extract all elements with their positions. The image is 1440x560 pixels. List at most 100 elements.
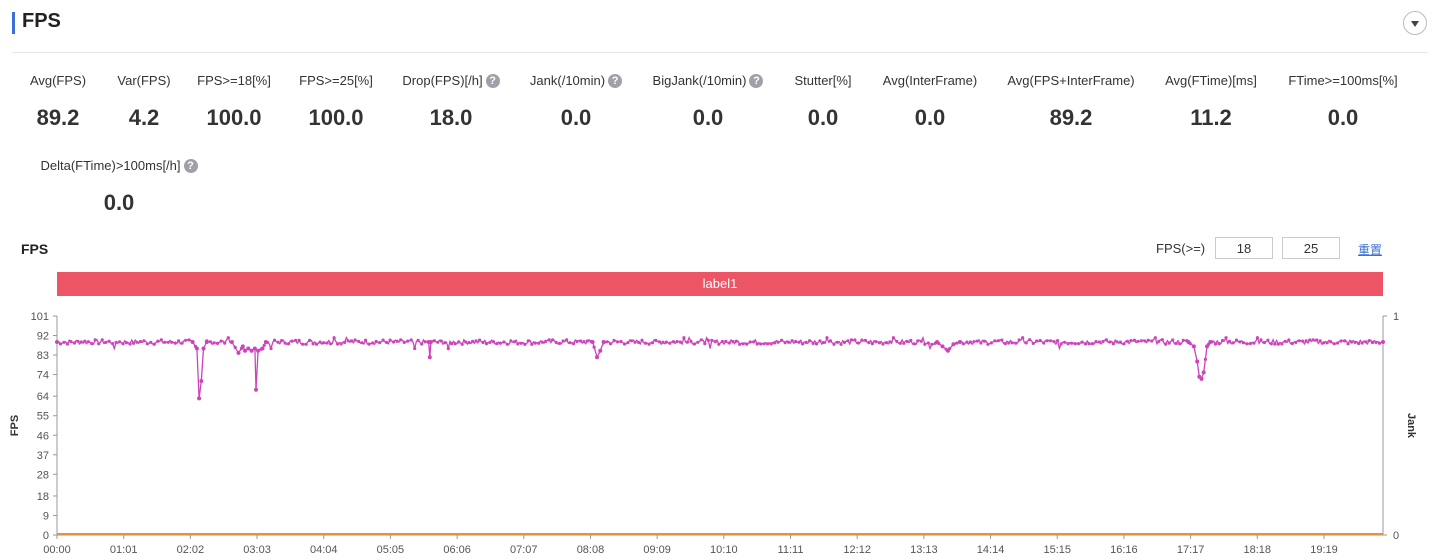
fps-point [1315,338,1319,342]
fps-point [821,340,826,345]
fps-point [926,341,930,345]
metric-label-text: FPS>=18[%] [197,73,271,88]
fps-point [509,339,513,343]
fps-point [699,338,703,342]
fps-point [685,340,690,344]
fps-point [1014,341,1018,345]
fps-point [325,341,329,345]
fps-point [1377,341,1382,345]
fps-point [619,339,623,344]
metric-value: 89.2 [36,105,80,130]
metric-card: Var(FPS) 4.2 [104,73,184,133]
fps-point [1042,341,1046,345]
fps-point [860,338,864,342]
metric-label: FTime>=100ms[%] [1276,73,1410,88]
fps-point [374,339,378,344]
x-tick-label: 17:17 [1177,544,1205,556]
fps-point [601,340,606,344]
fps-point [450,342,454,346]
fps-point [650,341,655,345]
help-icon[interactable]: ? [183,158,198,173]
y2-tick-label: 1 [1393,311,1399,323]
fps-point [443,341,447,345]
help-icon[interactable]: ? [608,73,623,88]
fps-point [776,340,780,344]
help-icon[interactable]: ? [749,73,764,88]
fps-point [280,339,284,343]
metric-label: Jank(/10min)? [520,73,632,88]
x-tick-label: 02:02 [177,544,205,556]
fps-point [1245,342,1249,346]
fps-point [1146,338,1150,342]
fps-point [1139,339,1143,343]
fps-point [636,340,641,344]
fps-point [1213,342,1218,346]
fps-point [647,342,651,346]
y-tick-label: 101 [31,311,49,323]
fps-point [152,342,156,346]
metric-card: Drop(FPS)[/h]? 18.0 [391,73,511,133]
fps-point [1220,338,1225,343]
fps-point [149,340,153,344]
fps-point [633,340,637,344]
fps-point [65,342,69,346]
fps-point [1017,338,1021,342]
fps-point [759,342,763,346]
fps-point [353,338,357,342]
fps-point [107,339,111,343]
metric-label-text: Var(FPS) [117,73,171,88]
help-icon[interactable]: ? [485,73,500,88]
fps-point [1070,341,1074,345]
fps-point [464,340,468,344]
fps-point [530,342,534,346]
fps-point [671,340,676,344]
fps-point [895,339,899,343]
fps-point [891,336,896,340]
fps-point [972,340,976,344]
fps-point [392,340,396,344]
metric-card: BigJank(/10min)? 0.0 [643,73,773,133]
fps-point [229,340,234,344]
fps-point [495,342,499,346]
fps-point [364,338,368,342]
fps-point [1143,339,1147,343]
fps-point [498,341,502,345]
fps-point [1010,341,1014,345]
fps-point [187,338,191,342]
fps-point [1164,342,1168,346]
threshold-low-input[interactable] [1215,237,1273,259]
x-tick-label: 16:16 [1110,544,1138,556]
x-tick-label: 19:19 [1310,544,1338,556]
fps-point [381,338,385,342]
fps-point [664,340,669,344]
x-tick-label: 07:07 [510,544,538,556]
fps-point [519,341,523,345]
fps-point [1097,340,1102,344]
fps-point [780,338,784,342]
fps-point [1252,341,1256,345]
fps-point [423,340,427,344]
fps-point [1052,340,1056,344]
collapse-button[interactable] [1403,11,1427,35]
fps-point [416,338,420,342]
fps-point [727,341,731,345]
fps-point [540,340,544,344]
reset-link[interactable]: 重置 [1358,243,1383,257]
metric-value: 0.0 [692,105,724,130]
fps-point [1276,342,1280,346]
fps-point [406,339,410,343]
fps-point [505,342,509,346]
fps-point [124,341,129,345]
fps-point [544,339,548,343]
fps-point [657,340,662,344]
fps-point [1049,339,1053,343]
fps-point [208,340,212,344]
fps-point [512,340,517,344]
metric-value: 0.0 [560,105,592,130]
chevron-down-icon [1411,21,1419,27]
fps-point [357,339,361,343]
fps-point [668,341,672,345]
fps-point [783,341,787,345]
threshold-high-input[interactable] [1282,237,1340,259]
fps-point [138,339,142,344]
